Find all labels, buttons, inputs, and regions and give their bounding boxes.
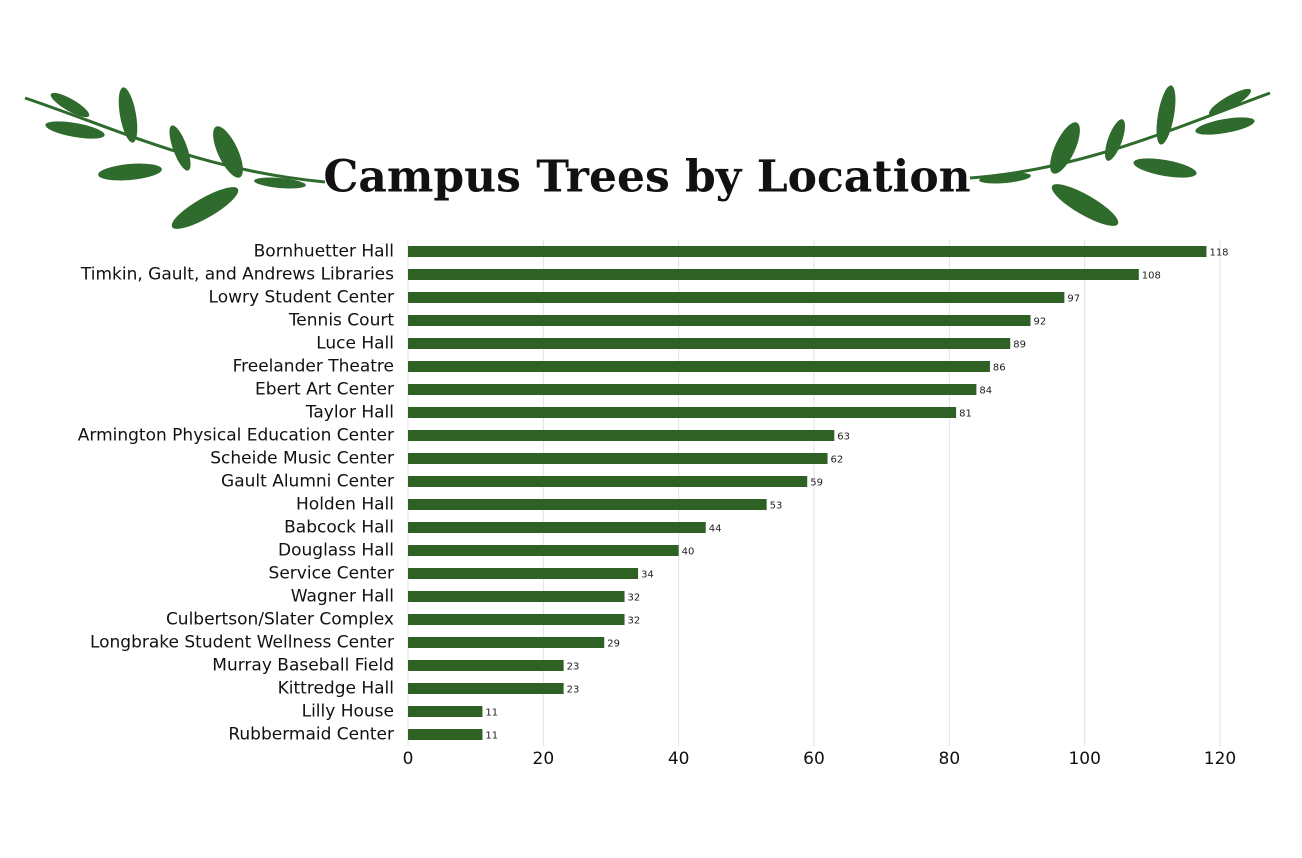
leaf-decoration-left <box>24 87 326 229</box>
y-tick-label: Murray Baseball Field <box>212 656 394 676</box>
bar <box>408 522 706 533</box>
bar <box>408 660 564 671</box>
value-label: 32 <box>628 616 641 627</box>
y-tick-label: Douglass Hall <box>278 541 394 561</box>
y-tick-label: Wagner Hall <box>291 587 394 607</box>
y-tick-label: Freelander Theatre <box>233 357 394 377</box>
y-tick-label: Kittredge Hall <box>278 679 394 699</box>
y-tick-label: Luce Hall <box>316 334 394 354</box>
y-tick-label: Longbrake Student Wellness Center <box>90 633 394 653</box>
value-label: 59 <box>810 478 823 489</box>
x-tick-label: 100 <box>1068 749 1100 769</box>
y-tick-label: Holden Hall <box>296 495 394 515</box>
bar <box>408 384 977 395</box>
y-tick-label: Timkin, Gault, and Andrews Libraries <box>80 265 394 285</box>
value-label: 29 <box>607 639 620 650</box>
y-tick-label: Lilly House <box>302 702 394 722</box>
value-label: 11 <box>485 731 498 742</box>
bar <box>408 315 1031 326</box>
value-label: 11 <box>485 708 498 719</box>
chart-title: Campus Trees by Location <box>323 152 970 203</box>
value-label: 32 <box>628 593 641 604</box>
y-tick-label: Rubbermaid Center <box>228 725 394 745</box>
bar <box>408 706 483 717</box>
bar <box>408 430 835 441</box>
value-label: 23 <box>567 662 580 673</box>
value-label: 118 <box>1209 248 1228 259</box>
value-label: 44 <box>709 524 722 535</box>
bar <box>408 614 625 625</box>
value-label: 34 <box>641 570 654 581</box>
value-label: 97 <box>1067 294 1080 305</box>
y-tick-label: Babcock Hall <box>284 518 394 538</box>
value-label: 53 <box>770 501 783 512</box>
leaf-decoration-right <box>969 85 1271 226</box>
value-label: 89 <box>1013 340 1026 351</box>
x-tick-label: 60 <box>803 749 825 769</box>
y-tick-label: Bornhuetter Hall <box>254 242 394 262</box>
bar <box>408 407 957 418</box>
bar <box>408 453 828 464</box>
x-tick-label: 0 <box>403 749 414 769</box>
bar <box>408 499 767 510</box>
bar <box>408 637 605 648</box>
value-label: 23 <box>567 685 580 696</box>
bar <box>408 729 483 740</box>
value-label: 84 <box>979 386 992 397</box>
bar <box>408 476 808 487</box>
x-tick-label: 120 <box>1204 749 1236 769</box>
x-tick-label: 40 <box>668 749 690 769</box>
y-tick-label: Tennis Court <box>288 311 395 331</box>
y-tick-label: Culbertson/Slater Complex <box>166 610 394 630</box>
bar <box>408 591 625 602</box>
bar <box>408 361 990 372</box>
bar <box>408 269 1139 280</box>
value-label: 81 <box>959 409 972 420</box>
x-tick-label: 80 <box>939 749 961 769</box>
bar <box>408 338 1011 349</box>
value-label: 63 <box>837 432 850 443</box>
y-tick-label: Armington Physical Education Center <box>78 426 394 446</box>
y-tick-label: Gault Alumni Center <box>221 472 394 492</box>
x-tick-label: 20 <box>533 749 555 769</box>
bar <box>408 292 1065 303</box>
bar <box>408 568 639 579</box>
value-label: 86 <box>993 363 1006 374</box>
y-tick-label: Scheide Music Center <box>210 449 394 469</box>
value-label: 108 <box>1142 271 1161 282</box>
value-label: 92 <box>1034 317 1047 328</box>
y-tick-label: Ebert Art Center <box>255 380 394 400</box>
bar <box>408 545 679 556</box>
bar <box>408 683 564 694</box>
y-tick-label: Lowry Student Center <box>209 288 394 308</box>
y-tick-label: Service Center <box>269 564 394 584</box>
y-tick-label: Taylor Hall <box>305 403 394 423</box>
value-label: 40 <box>682 547 695 558</box>
value-label: 62 <box>831 455 844 466</box>
bar <box>408 246 1207 257</box>
